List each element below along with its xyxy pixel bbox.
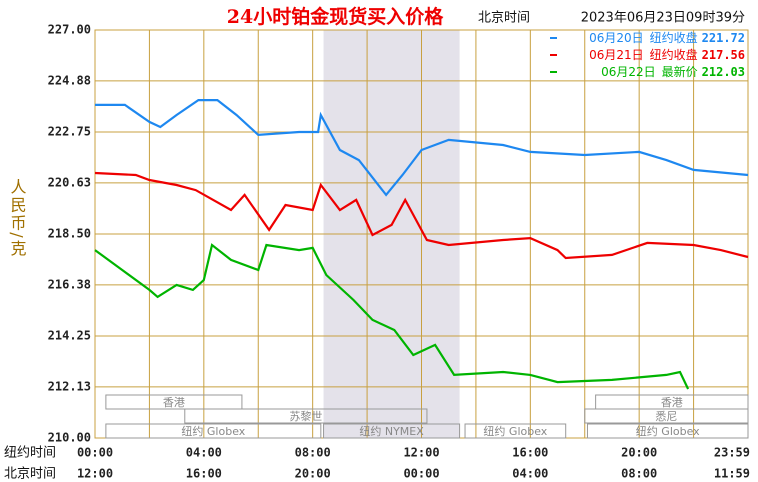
x-tick-label: 12:00: [77, 467, 113, 481]
legend-entry: 06月21日 纽约收盘 217.56: [589, 47, 745, 62]
session-label: 香港: [661, 396, 683, 409]
x-tick-label: 08:00: [621, 467, 657, 481]
legend-close-label: 纽约收盘: [650, 30, 698, 45]
legend-name: 06月22日: [601, 65, 656, 79]
legend-close-value: 221.72: [702, 31, 745, 45]
y-tick-label: 214.25: [48, 329, 91, 343]
legend-close-label: 最新价: [662, 64, 698, 79]
x-tick-label: 16:00: [512, 446, 548, 460]
session-box: [584, 408, 749, 424]
y-axis-label: 人民币/克: [8, 178, 27, 257]
x-tick-label: 23:59: [714, 446, 750, 460]
y-tick-label: 224.88: [48, 73, 91, 87]
series-line: [94, 243, 690, 390]
y-tick-label: 210.00: [48, 431, 91, 445]
session-box: [323, 423, 461, 439]
legend-name: 06月20日: [589, 31, 644, 45]
x-tick-label: 12:00: [403, 446, 439, 460]
legend-close-value: 212.03: [702, 65, 745, 79]
series-line: [95, 99, 749, 197]
series-line: [94, 171, 749, 260]
session-label: 苏黎世: [289, 409, 322, 423]
x-tick-label: 00:00: [403, 467, 439, 481]
session-box: [105, 394, 243, 410]
subtitle-datetime: 2023年06月23日09时39分: [581, 11, 745, 26]
x-tick-label: 04:00: [512, 467, 548, 481]
session-box: [184, 408, 428, 424]
legend-close-value: 217.56: [702, 48, 745, 62]
legend-close-label: 纽约收盘: [650, 47, 698, 62]
legend-entry: 06月20日 纽约收盘 221.72: [589, 30, 745, 45]
session-label: 纽约 Globex: [483, 424, 547, 438]
legend-entry: 06月22日 最新价 212.03: [601, 64, 745, 79]
legend-name: 06月21日: [589, 48, 644, 62]
y-tick-label: 218.50: [48, 227, 91, 241]
x-row-title: 北京时间: [4, 467, 56, 482]
y-tick-label: 222.75: [48, 125, 91, 139]
session-label: 纽约 Globex: [181, 424, 245, 438]
x-tick-label: 08:00: [295, 446, 331, 460]
session-label: 悉尼: [655, 410, 677, 423]
session-label: 纽约 Globex: [636, 424, 700, 438]
session-box: [105, 423, 322, 439]
y-tick-label: 212.13: [48, 379, 91, 393]
x-tick-label: 20:00: [295, 467, 331, 481]
subtitle-timezone: 北京时间: [478, 11, 530, 26]
session-label: 纽约 NYMEX: [359, 424, 424, 438]
x-tick-label: 16:00: [186, 467, 222, 481]
y-tick-label: 220.63: [48, 175, 91, 189]
session-label: 香港: [163, 396, 185, 409]
x-row-title: 纽约时间: [4, 446, 56, 461]
x-tick-label: 20:00: [621, 446, 657, 460]
x-tick-label: 04:00: [186, 446, 222, 460]
y-tick-label: 216.38: [48, 277, 91, 291]
session-box: [586, 423, 749, 439]
x-tick-label: 00:00: [77, 446, 113, 460]
x-tick-label: 11:59: [714, 467, 750, 481]
session-box: [464, 423, 567, 439]
y-tick-label: 227.00: [48, 23, 91, 37]
chart-title: 24小时铂金现货买入价格: [227, 5, 444, 28]
